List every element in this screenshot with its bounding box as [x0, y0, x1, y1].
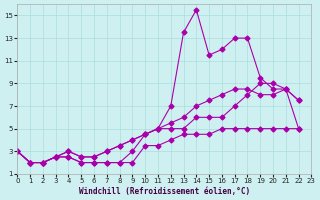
- X-axis label: Windchill (Refroidissement éolien,°C): Windchill (Refroidissement éolien,°C): [79, 187, 250, 196]
